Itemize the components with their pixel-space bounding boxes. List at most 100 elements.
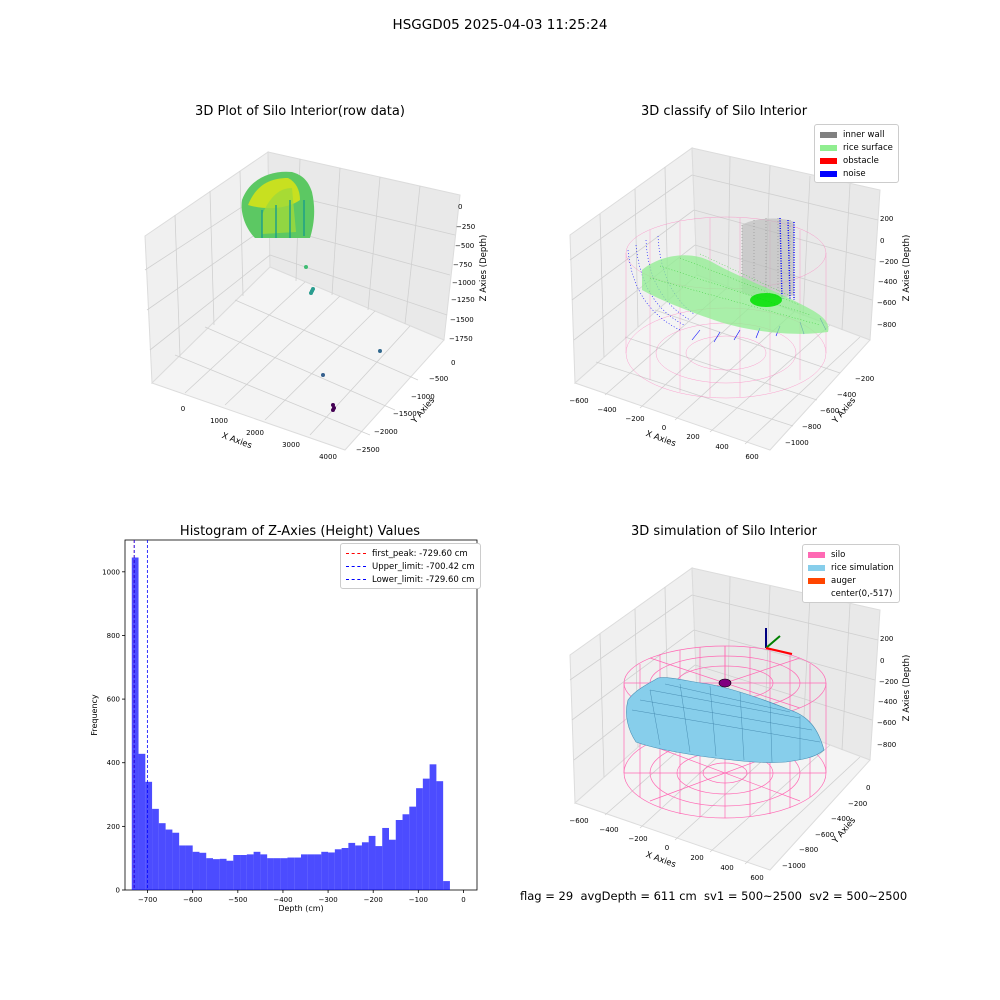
raw-x-ticks: 0 1000 2000 3000 4000 [181,405,337,461]
tick-label: −400 [878,278,897,286]
legend-swatch [820,157,837,164]
tick-label: 0 [866,784,870,792]
legend-item: first_peak: -729.60 cm [346,547,475,560]
histogram-bar [382,827,389,890]
tick-label: −200 [879,678,898,686]
tick-label: 2000 [246,429,264,437]
classify-y-ticks: −200 −400 −600 −800 −1000 [785,375,874,447]
legend-label: rice surface [843,142,893,153]
histogram-bar [436,781,444,890]
legend-line [346,553,366,554]
tick-label: 0 [665,844,669,852]
tick-label: −200 [625,415,644,423]
tick-label: −600 [569,817,588,825]
histogram-bar [416,788,423,890]
raw-z-axis-label: Z Axies (Depth) [479,235,489,302]
legend-item: rice surface [820,141,893,154]
tick-label: 4000 [319,453,337,461]
legend-line [346,579,366,580]
legend-item: center(0,-517) [808,587,894,600]
histogram-bar [301,854,308,890]
histogram-bar [185,845,193,890]
x-tick-label: −200 [364,896,383,904]
histogram-bar [253,851,261,890]
tick-label: −2500 [356,446,380,454]
raw-point-cloud [241,171,382,412]
simulation-z-ticks: 200 0 −200 −400 −600 −800 [877,635,898,749]
legend-label: Lower_limit: -729.60 cm [372,574,475,585]
y-tick-label: 200 [107,823,120,831]
legend-swatch [820,170,837,177]
classify-z-ticks: 200 0 −200 −400 −600 −800 [877,215,898,329]
legend-item: Lower_limit: -729.60 cm [346,573,475,586]
tick-label: 600 [745,453,758,461]
legend-label: first_peak: -729.60 cm [372,548,468,559]
histogram-bar [389,839,396,890]
legend-label: silo [831,549,846,560]
classify-legend: inner wall rice surface obstacle noise [814,124,899,183]
simulation-x-ticks: −600 −400 −200 0 200 400 600 [569,817,763,882]
histogram-bar [429,764,437,890]
tick-label: −800 [802,423,821,431]
tick-label: −400 [837,391,856,399]
legend-label: center(0,-517) [831,588,893,599]
simulation-y-ticks: 0 −200 −400 −600 −800 −1000 [782,784,870,870]
histogram-legend: first_peak: -729.60 cm Upper_limit: -700… [340,543,481,589]
histogram-bar [152,808,159,890]
legend-swatch [808,551,825,558]
simulation-legend: silo rice simulation auger center(0,-517… [802,544,900,603]
y-tick-label: 0 [116,887,120,895]
histogram-bar [158,823,166,890]
tick-label: −600 [815,831,834,839]
histogram-bar [422,778,430,890]
histogram-bar [395,820,403,890]
histogram-bar [294,857,301,890]
histogram-bar [226,860,234,890]
tick-label: −1250 [451,296,475,304]
y-tick-label: 800 [107,632,120,640]
tick-label: −400 [878,698,897,706]
histogram-bar [361,842,369,890]
tick-label: −400 [597,406,616,414]
tick-label: −800 [877,741,896,749]
tick-label: −800 [877,321,896,329]
histogram-bar [145,781,153,890]
histogram-bar [179,845,186,890]
histogram-bar [287,857,295,890]
inner-wall-points [741,217,795,301]
histogram-bar [138,753,146,890]
simulation-gridlines [569,576,879,865]
tick-label: 0 [880,237,884,245]
x-tick-label: −100 [409,896,428,904]
raw-plot-title: 3D Plot of Silo Interior(row data) [195,104,405,119]
tick-label: −1750 [449,335,473,343]
raw-3d-plot: 0 1000 2000 3000 4000 X Axies 0 −500 −10… [144,151,489,461]
histogram-bars [131,557,450,890]
classify-x-ticks: −600 −400 −200 0 200 400 600 [569,397,758,461]
tick-label: 1000 [210,417,228,425]
tick-label: −600 [877,299,896,307]
tick-label: −2000 [374,428,398,436]
histogram-bar [192,851,200,890]
histogram-bar [240,855,247,890]
histogram-bar [328,852,335,890]
legend-line [346,566,366,567]
center-marker [718,678,732,688]
histogram-bar [314,854,322,890]
x-axis-arrow [765,647,793,655]
tick-label: −1000 [782,862,806,870]
simulation-x-axis-label: X Axies [644,850,677,870]
y-axis-arrow [765,635,781,649]
tick-label: 200 [690,854,703,862]
tick-label: 400 [720,864,733,872]
histogram-bar [260,854,268,890]
histogram-x-axis-label: Depth (cm) [278,904,323,913]
tick-label: −200 [855,375,874,383]
tick-label: −200 [628,835,647,843]
classify-3d-plot: −600 −400 −200 0 200 400 600 X Axies −20… [569,147,912,461]
tick-label: −400 [599,826,618,834]
histogram-bar [233,855,241,890]
tick-label: −1000 [785,439,809,447]
legend-label: auger [831,575,856,586]
tick-label: 3000 [282,441,300,449]
